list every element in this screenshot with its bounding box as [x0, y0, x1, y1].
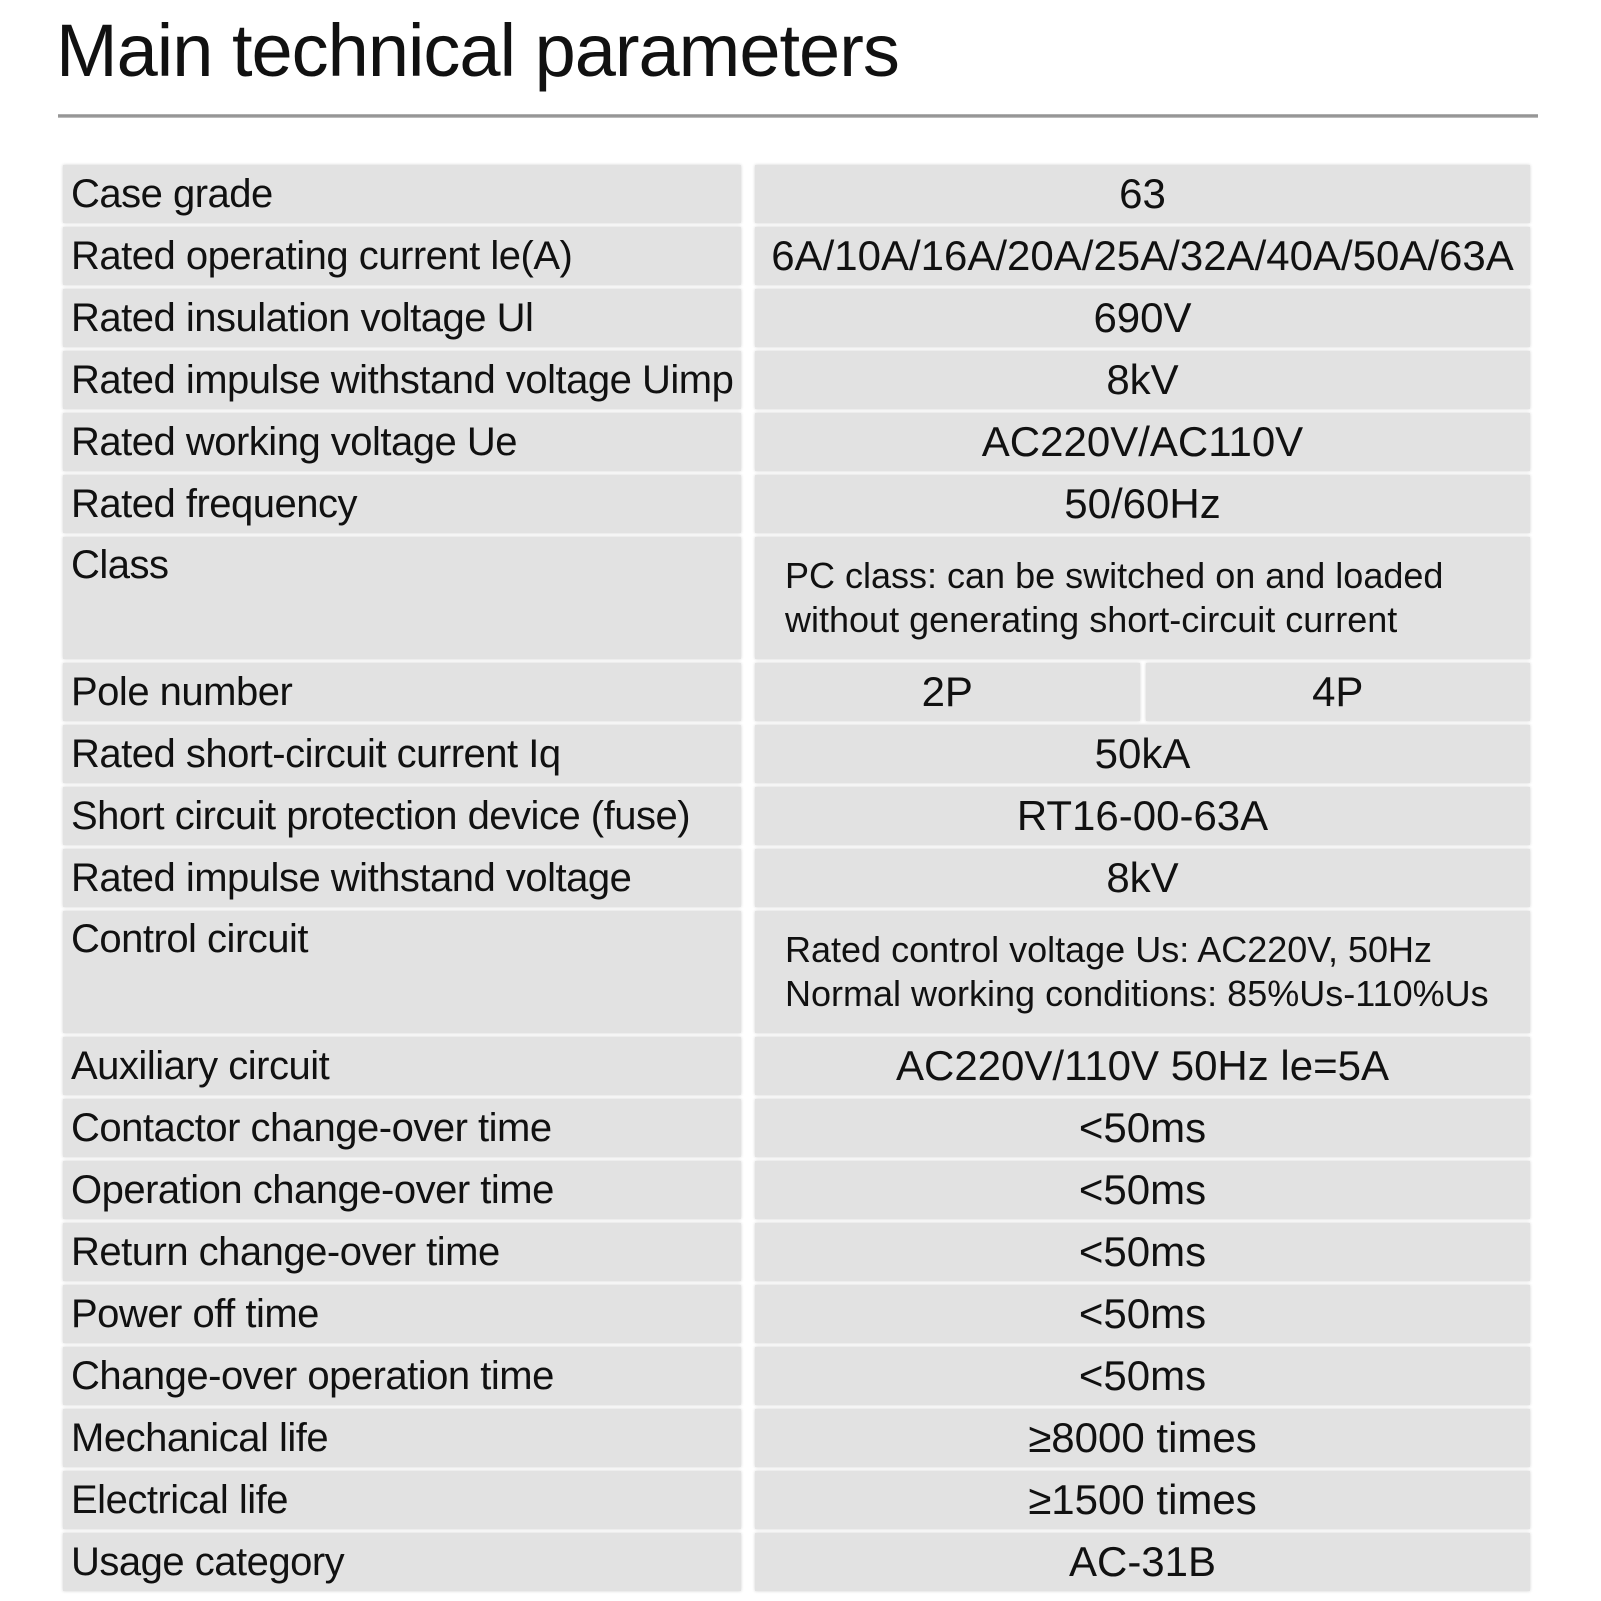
row-value-group: RT16-00-63A [755, 787, 1530, 845]
row-label: Rated working voltage Ue [63, 413, 741, 471]
row-label: Auxiliary circuit [63, 1037, 741, 1095]
row-value-group: ≥1500 times [755, 1471, 1530, 1529]
row-value-group: ≥8000 times [755, 1409, 1530, 1467]
title: Main technical parameters [56, 9, 900, 92]
row-value-group: 8kV [755, 351, 1530, 409]
table-row: Rated short-circuit current Iq 50kA [63, 725, 1530, 783]
table-row: Rated impulse withstand voltage Uimp 8kV [63, 351, 1530, 409]
row-value-group: AC-31B [755, 1533, 1530, 1591]
row-label: Return change-over time [63, 1223, 741, 1281]
row-label: Rated impulse withstand voltage [63, 849, 741, 907]
row-value: 8kV [755, 849, 1530, 907]
value-line: Normal working conditions: 85%Us-110%Us [785, 973, 1489, 1014]
row-value-group: <50ms [755, 1347, 1530, 1405]
row-value: <50ms [755, 1223, 1530, 1281]
row-label: Pole number [63, 663, 741, 721]
value-line: PC class: can be switched on and loaded [785, 555, 1444, 596]
table-row: Operation change-over time <50ms [63, 1161, 1530, 1219]
row-value: <50ms [755, 1161, 1530, 1219]
value-line: Rated control voltage Us: AC220V, 50Hz [785, 929, 1433, 970]
table-row: Rated working voltage Ue AC220V/AC110V [63, 413, 1530, 471]
divider [58, 114, 1538, 118]
row-value: 50kA [755, 725, 1530, 783]
table-row: Mechanical life ≥8000 times [63, 1409, 1530, 1467]
table-row: Electrical life ≥1500 times [63, 1471, 1530, 1529]
row-value-group: AC220V/110V 50Hz le=5A [755, 1037, 1530, 1095]
table-row: Pole number 2P 4P [63, 663, 1530, 721]
row-label: Power off time [63, 1285, 741, 1343]
table-row: Class PC class: can be switched on and lo… [63, 537, 1530, 659]
row-value-group: 50/60Hz [755, 475, 1530, 533]
row-value: 4P [1145, 663, 1530, 721]
row-value: ≥1500 times [755, 1471, 1530, 1529]
row-label: Mechanical life [63, 1409, 741, 1467]
row-label: Usage category [63, 1533, 741, 1591]
row-value: Rated control voltage Us: AC220V, 50Hz No… [755, 911, 1530, 1033]
row-value: 50/60Hz [755, 475, 1530, 533]
row-value: PC class: can be switched on and loaded w… [755, 537, 1530, 659]
table-row: Return change-over time <50ms [63, 1223, 1530, 1281]
table-row: Rated operating current le(A) 6A/10A/16A/… [63, 227, 1530, 285]
table-row: Control circuit Rated control voltage Us:… [63, 911, 1530, 1033]
row-value-group: <50ms [755, 1161, 1530, 1219]
row-label: Rated operating current le(A) [63, 227, 741, 285]
row-label: Electrical life [63, 1471, 741, 1529]
row-value: AC220V/AC110V [755, 413, 1530, 471]
value-line: without generating short-circuit current [785, 599, 1398, 640]
table-row: Rated insulation voltage Ul 690V [63, 289, 1530, 347]
row-value: 8kV [755, 351, 1530, 409]
table-row: Contactor change-over time <50ms [63, 1099, 1530, 1157]
row-label: Rated short-circuit current Iq [63, 725, 741, 783]
row-value: AC220V/110V 50Hz le=5A [755, 1037, 1530, 1095]
row-value: ≥8000 times [755, 1409, 1530, 1467]
row-value-group: <50ms [755, 1099, 1530, 1157]
row-value-group: 8kV [755, 849, 1530, 907]
row-value: 2P [755, 663, 1140, 721]
row-value: <50ms [755, 1285, 1530, 1343]
table-row: Power off time <50ms [63, 1285, 1530, 1343]
row-value-group: PC class: can be switched on and loaded w… [755, 537, 1530, 659]
row-value: 690V [755, 289, 1530, 347]
row-label: Control circuit [63, 911, 741, 1033]
parameter-table: Case grade 63 Rated operating current le(A… [63, 165, 1530, 1595]
row-label: Rated impulse withstand voltage Uimp [63, 351, 741, 409]
table-row: Usage category AC-31B [63, 1533, 1530, 1591]
row-value: RT16-00-63A [755, 787, 1530, 845]
row-value-group: 2P 4P [755, 663, 1530, 721]
row-value-group: 63 [755, 165, 1530, 223]
row-value-group: <50ms [755, 1223, 1530, 1281]
table-row: Rated impulse withstand voltage 8kV [63, 849, 1530, 907]
row-value: <50ms [755, 1347, 1530, 1405]
row-label: Rated frequency [63, 475, 741, 533]
row-value-group: <50ms [755, 1285, 1530, 1343]
row-value: 6A/10A/16A/20A/25A/32A/40A/50A/63A [755, 227, 1530, 285]
row-label: Class [63, 537, 741, 659]
row-value: 63 [755, 165, 1530, 223]
row-label: Case grade [63, 165, 741, 223]
row-value: AC-31B [755, 1533, 1530, 1591]
row-value-group: AC220V/AC110V [755, 413, 1530, 471]
row-label: Rated insulation voltage Ul [63, 289, 741, 347]
table-row: Change-over operation time <50ms [63, 1347, 1530, 1405]
table-row: Rated frequency 50/60Hz [63, 475, 1530, 533]
row-label: Short circuit protection device (fuse) [63, 787, 741, 845]
row-value-group: 690V [755, 289, 1530, 347]
row-value-group: 6A/10A/16A/20A/25A/32A/40A/50A/63A [755, 227, 1530, 285]
row-value: <50ms [755, 1099, 1530, 1157]
row-label: Operation change-over time [63, 1161, 741, 1219]
row-value-group: Rated control voltage Us: AC220V, 50Hz No… [755, 911, 1530, 1033]
table-row: Short circuit protection device (fuse) RT… [63, 787, 1530, 845]
row-label: Change-over operation time [63, 1347, 741, 1405]
table-row: Auxiliary circuit AC220V/110V 50Hz le=5A [63, 1037, 1530, 1095]
row-value-group: 50kA [755, 725, 1530, 783]
table-row: Case grade 63 [63, 165, 1530, 223]
row-label: Contactor change-over time [63, 1099, 741, 1157]
